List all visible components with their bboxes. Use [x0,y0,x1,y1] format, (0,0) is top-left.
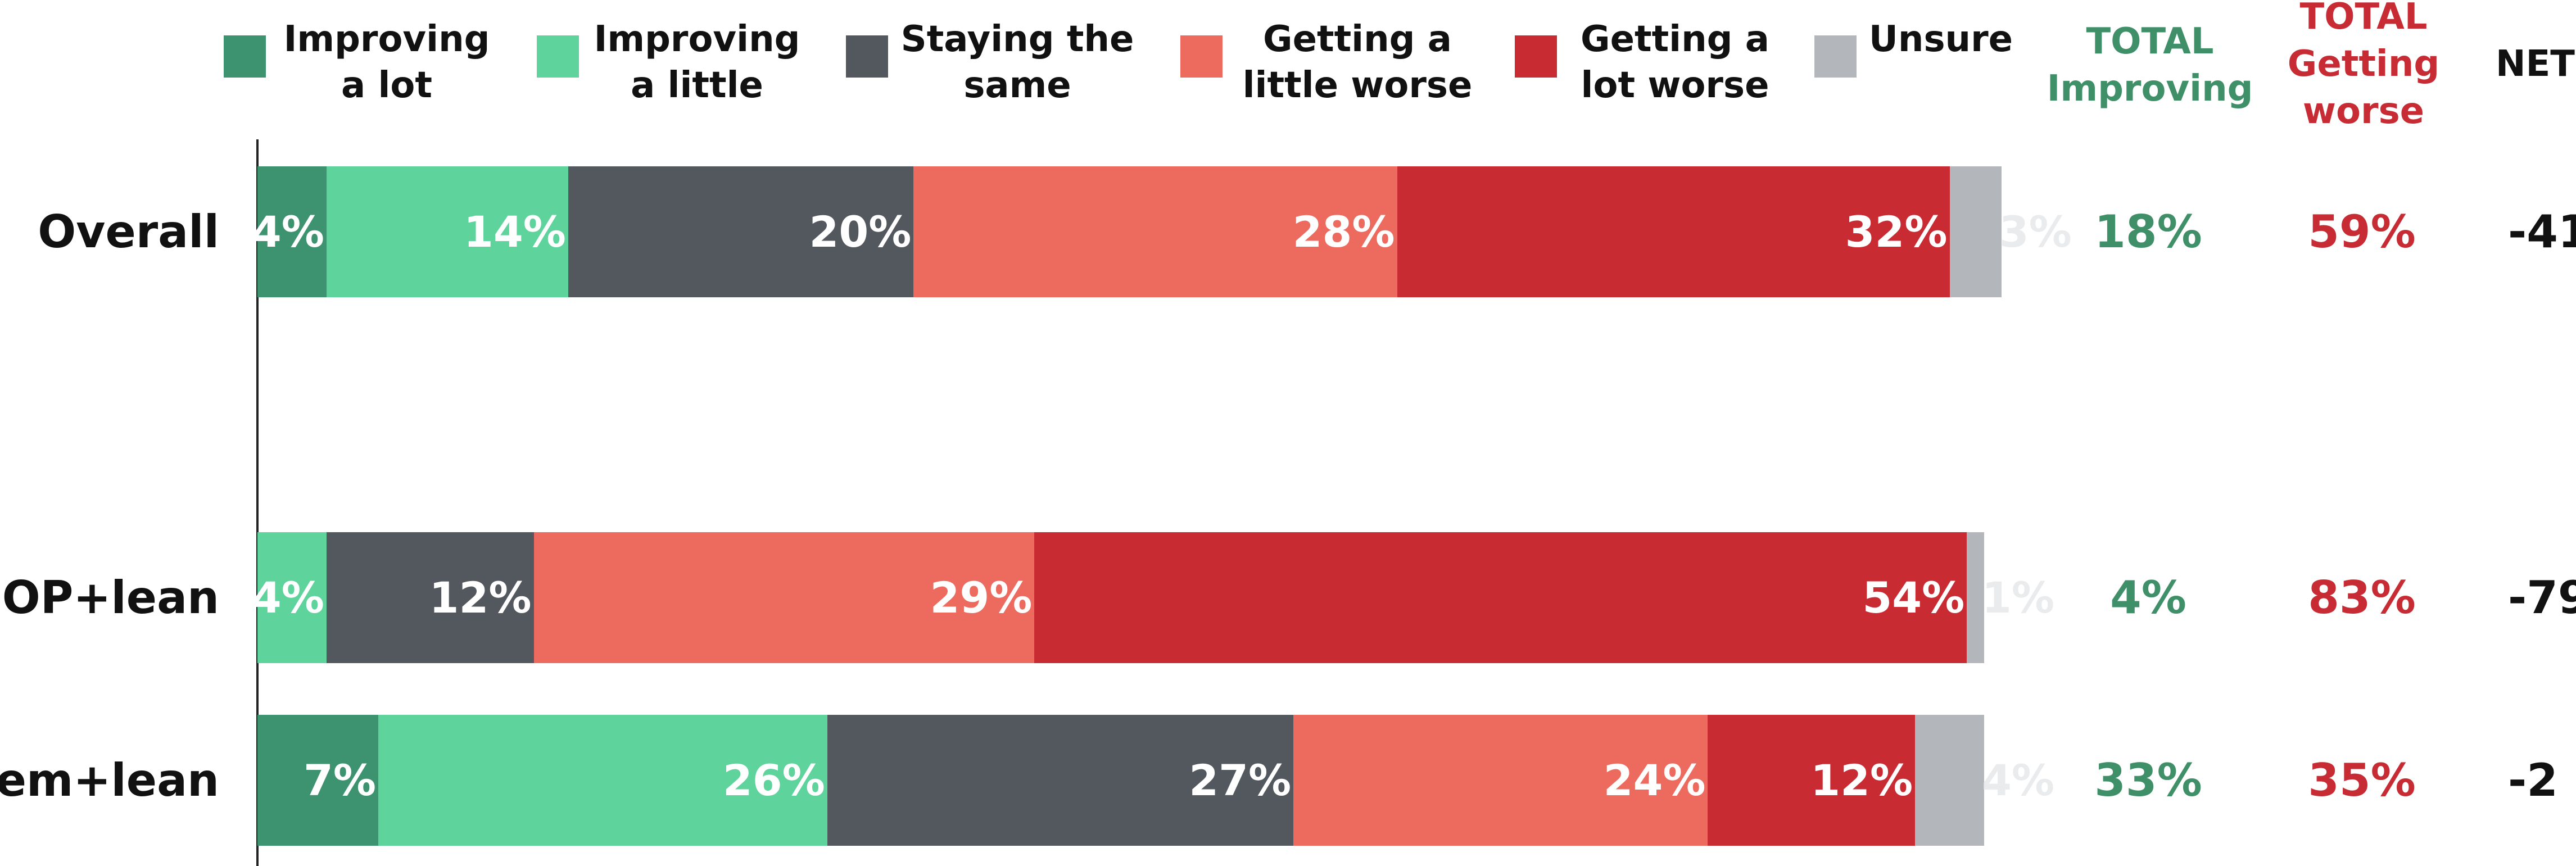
legend-label-getting-a-little-worse: Getting a little worse [1242,19,1473,106]
bar-label-dem-lean-getting-a-lot-worse: 12% [1810,755,1913,805]
bar-gop-lean-unsure [1967,532,1984,663]
bar-dem-lean-staying-the-same [827,715,1294,846]
legend-swatch-improving-a-lot [224,35,266,78]
bar-label-overall-improving-a-little: 14% [464,207,566,257]
net-dem-lean: -2 [2508,754,2558,806]
bar-label-dem-lean-staying-the-same: 27% [1189,755,1292,805]
bar-label-gop-lean-getting-a-lot-worse: 54% [1862,573,1965,623]
legend-swatch-getting-a-lot-worse [1515,35,1557,78]
row-label-dem-lean: Dem+lean [0,754,219,806]
row-label-gop-lean: GOP+lean [0,572,219,624]
bar-dem-lean-improving-a-lot [257,715,379,846]
legend-label-unsure: Unsure [1868,19,2013,60]
total-worse-dem-lean: 35% [2308,754,2416,806]
total-improving-dem-lean: 33% [2094,754,2202,806]
header-total-worse: TOTAL Getting worse [2287,0,2440,132]
bar-label-dem-lean-unsure: 4% [1982,755,2055,805]
bar-overall-unsure [1949,166,2002,297]
bar-label-dem-lean-getting-a-little-worse: 24% [1603,755,1706,805]
bar-label-overall-getting-a-little-worse: 28% [1292,207,1395,257]
bar-gop-lean-staying-the-same [326,532,534,663]
net-gop-lean: -79 [2508,572,2576,624]
legend-swatch-unsure [1814,35,1857,78]
header-total-improving: TOTAL Improving [2047,21,2253,110]
bar-label-gop-lean-getting-a-little-worse: 29% [930,573,1033,623]
bar-label-overall-staying-the-same: 20% [809,207,912,257]
bar-gop-lean-improving-a-little [257,532,327,663]
legend-swatch-staying-the-same [846,35,888,78]
bar-dem-lean-getting-a-little-worse [1293,715,1708,846]
legend-swatch-getting-a-little-worse [1180,35,1223,78]
row-label-overall: Overall [38,206,219,258]
legend-label-improving-a-little: Improving a little [594,19,800,106]
total-improving-overall: 18% [2094,206,2202,258]
legend-swatch-improving-a-little [537,35,579,78]
header-net: NET [2496,43,2575,85]
total-worse-overall: 59% [2308,206,2416,258]
y-axis-line [256,139,259,866]
bar-label-overall-getting-a-lot-worse: 32% [1845,207,1948,257]
bar-overall-getting-a-little-worse [913,166,1397,297]
bar-label-gop-lean-unsure: 1% [1982,573,2055,623]
bar-dem-lean-getting-a-lot-worse [1708,715,1916,846]
bar-label-dem-lean-improving-a-lot: 7% [304,755,377,805]
total-improving-gop-lean: 4% [2110,572,2186,624]
bar-label-overall-unsure: 3% [1999,207,2072,257]
bar-overall-improving-a-lot [257,166,327,297]
bar-dem-lean-improving-a-little [378,715,827,846]
bar-dem-lean-unsure [1915,715,1984,846]
total-worse-gop-lean: 83% [2308,572,2416,624]
bar-label-gop-lean-staying-the-same: 12% [429,573,532,623]
net-overall: -41 [2508,206,2576,258]
bar-gop-lean-getting-a-lot-worse [1034,532,1967,663]
bar-label-gop-lean-improving-a-little: 4% [251,573,324,623]
legend-label-staying-the-same: Staying the same [900,19,1134,106]
legend-label-getting-a-lot-worse: Getting a lot worse [1581,19,1769,106]
bar-overall-staying-the-same [568,166,914,297]
bar-label-overall-improving-a-lot: 4% [251,207,324,257]
bar-overall-getting-a-lot-worse [1397,166,1950,297]
bar-label-dem-lean-improving-a-little: 26% [722,755,825,805]
bar-overall-improving-a-little [326,166,568,297]
bar-gop-lean-getting-a-little-worse [533,532,1035,663]
legend-label-improving-a-lot: Improving a lot [283,19,490,106]
